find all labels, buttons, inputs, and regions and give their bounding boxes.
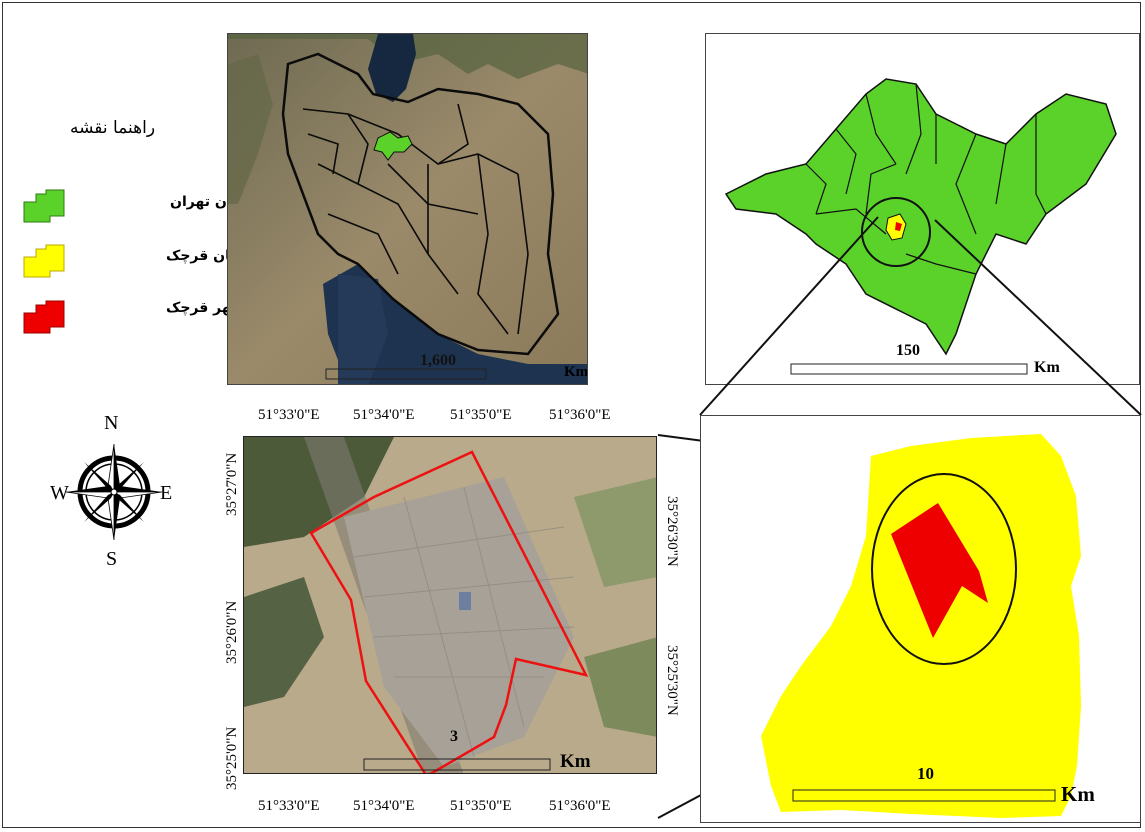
province-scale-value: 150	[896, 342, 920, 359]
legend-item-county	[20, 243, 68, 279]
iran-satellite-map: 1,600 Km	[227, 33, 588, 385]
lat-label-right-1: 35°26'30"N	[664, 496, 680, 567]
city-satellite-image: 3 Km	[243, 436, 657, 774]
city-scale-unit: Km	[560, 751, 591, 772]
compass-east: E	[160, 482, 173, 504]
lon-label-top-2: 51°34'0"E	[353, 407, 415, 423]
lat-label-left-1: 35°27'0"N	[224, 452, 240, 516]
lon-label-top-4: 51°36'0"E	[549, 407, 611, 423]
compass-north: N	[104, 412, 119, 434]
lat-label-left-2: 35°26'0"N	[224, 600, 240, 664]
lon-label-top-3: 51°35'0"E	[450, 407, 512, 423]
county-map-drawing	[761, 434, 1081, 818]
iran-map-drawing	[228, 34, 587, 384]
province-swatch-icon	[23, 189, 65, 223]
county-scale-value: 10	[917, 764, 934, 783]
compass-west: W	[50, 482, 69, 504]
county-map: 10 Km	[700, 415, 1141, 823]
county-swatch-icon	[23, 244, 65, 278]
lon-label-bottom-1: 51°33'0"E	[258, 798, 320, 814]
iran-scale-unit: Km	[564, 364, 588, 380]
city-imagery-drawing	[244, 437, 656, 773]
legend-title: راهنما نقشه	[70, 118, 156, 138]
city-swatch-icon	[23, 300, 65, 334]
province-scale-unit: Km	[1034, 359, 1060, 376]
iran-scale-value: 1,600	[420, 352, 456, 369]
lat-label-left-3: 35°25'0"N	[224, 726, 240, 790]
tehran-province-map: 150 Km	[705, 33, 1140, 385]
legend-item-city	[20, 299, 68, 335]
lon-label-bottom-4: 51°36'0"E	[549, 798, 611, 814]
compass-rose: N W E S	[48, 412, 180, 572]
lon-label-bottom-3: 51°35'0"E	[450, 798, 512, 814]
compass-rose-icon	[65, 443, 163, 541]
legend-item-province	[20, 188, 68, 224]
county-scale-unit: Km	[1061, 782, 1095, 806]
city-scale-value: 3	[450, 728, 458, 745]
lon-label-top-1: 51°33'0"E	[258, 407, 320, 423]
lon-label-bottom-2: 51°34'0"E	[353, 798, 415, 814]
compass-south: S	[106, 548, 118, 570]
legend-label-city: شهر قرچک	[166, 300, 245, 316]
province-map-drawing	[724, 78, 1117, 375]
lat-label-right-2: 35°25'30"N	[664, 645, 680, 716]
